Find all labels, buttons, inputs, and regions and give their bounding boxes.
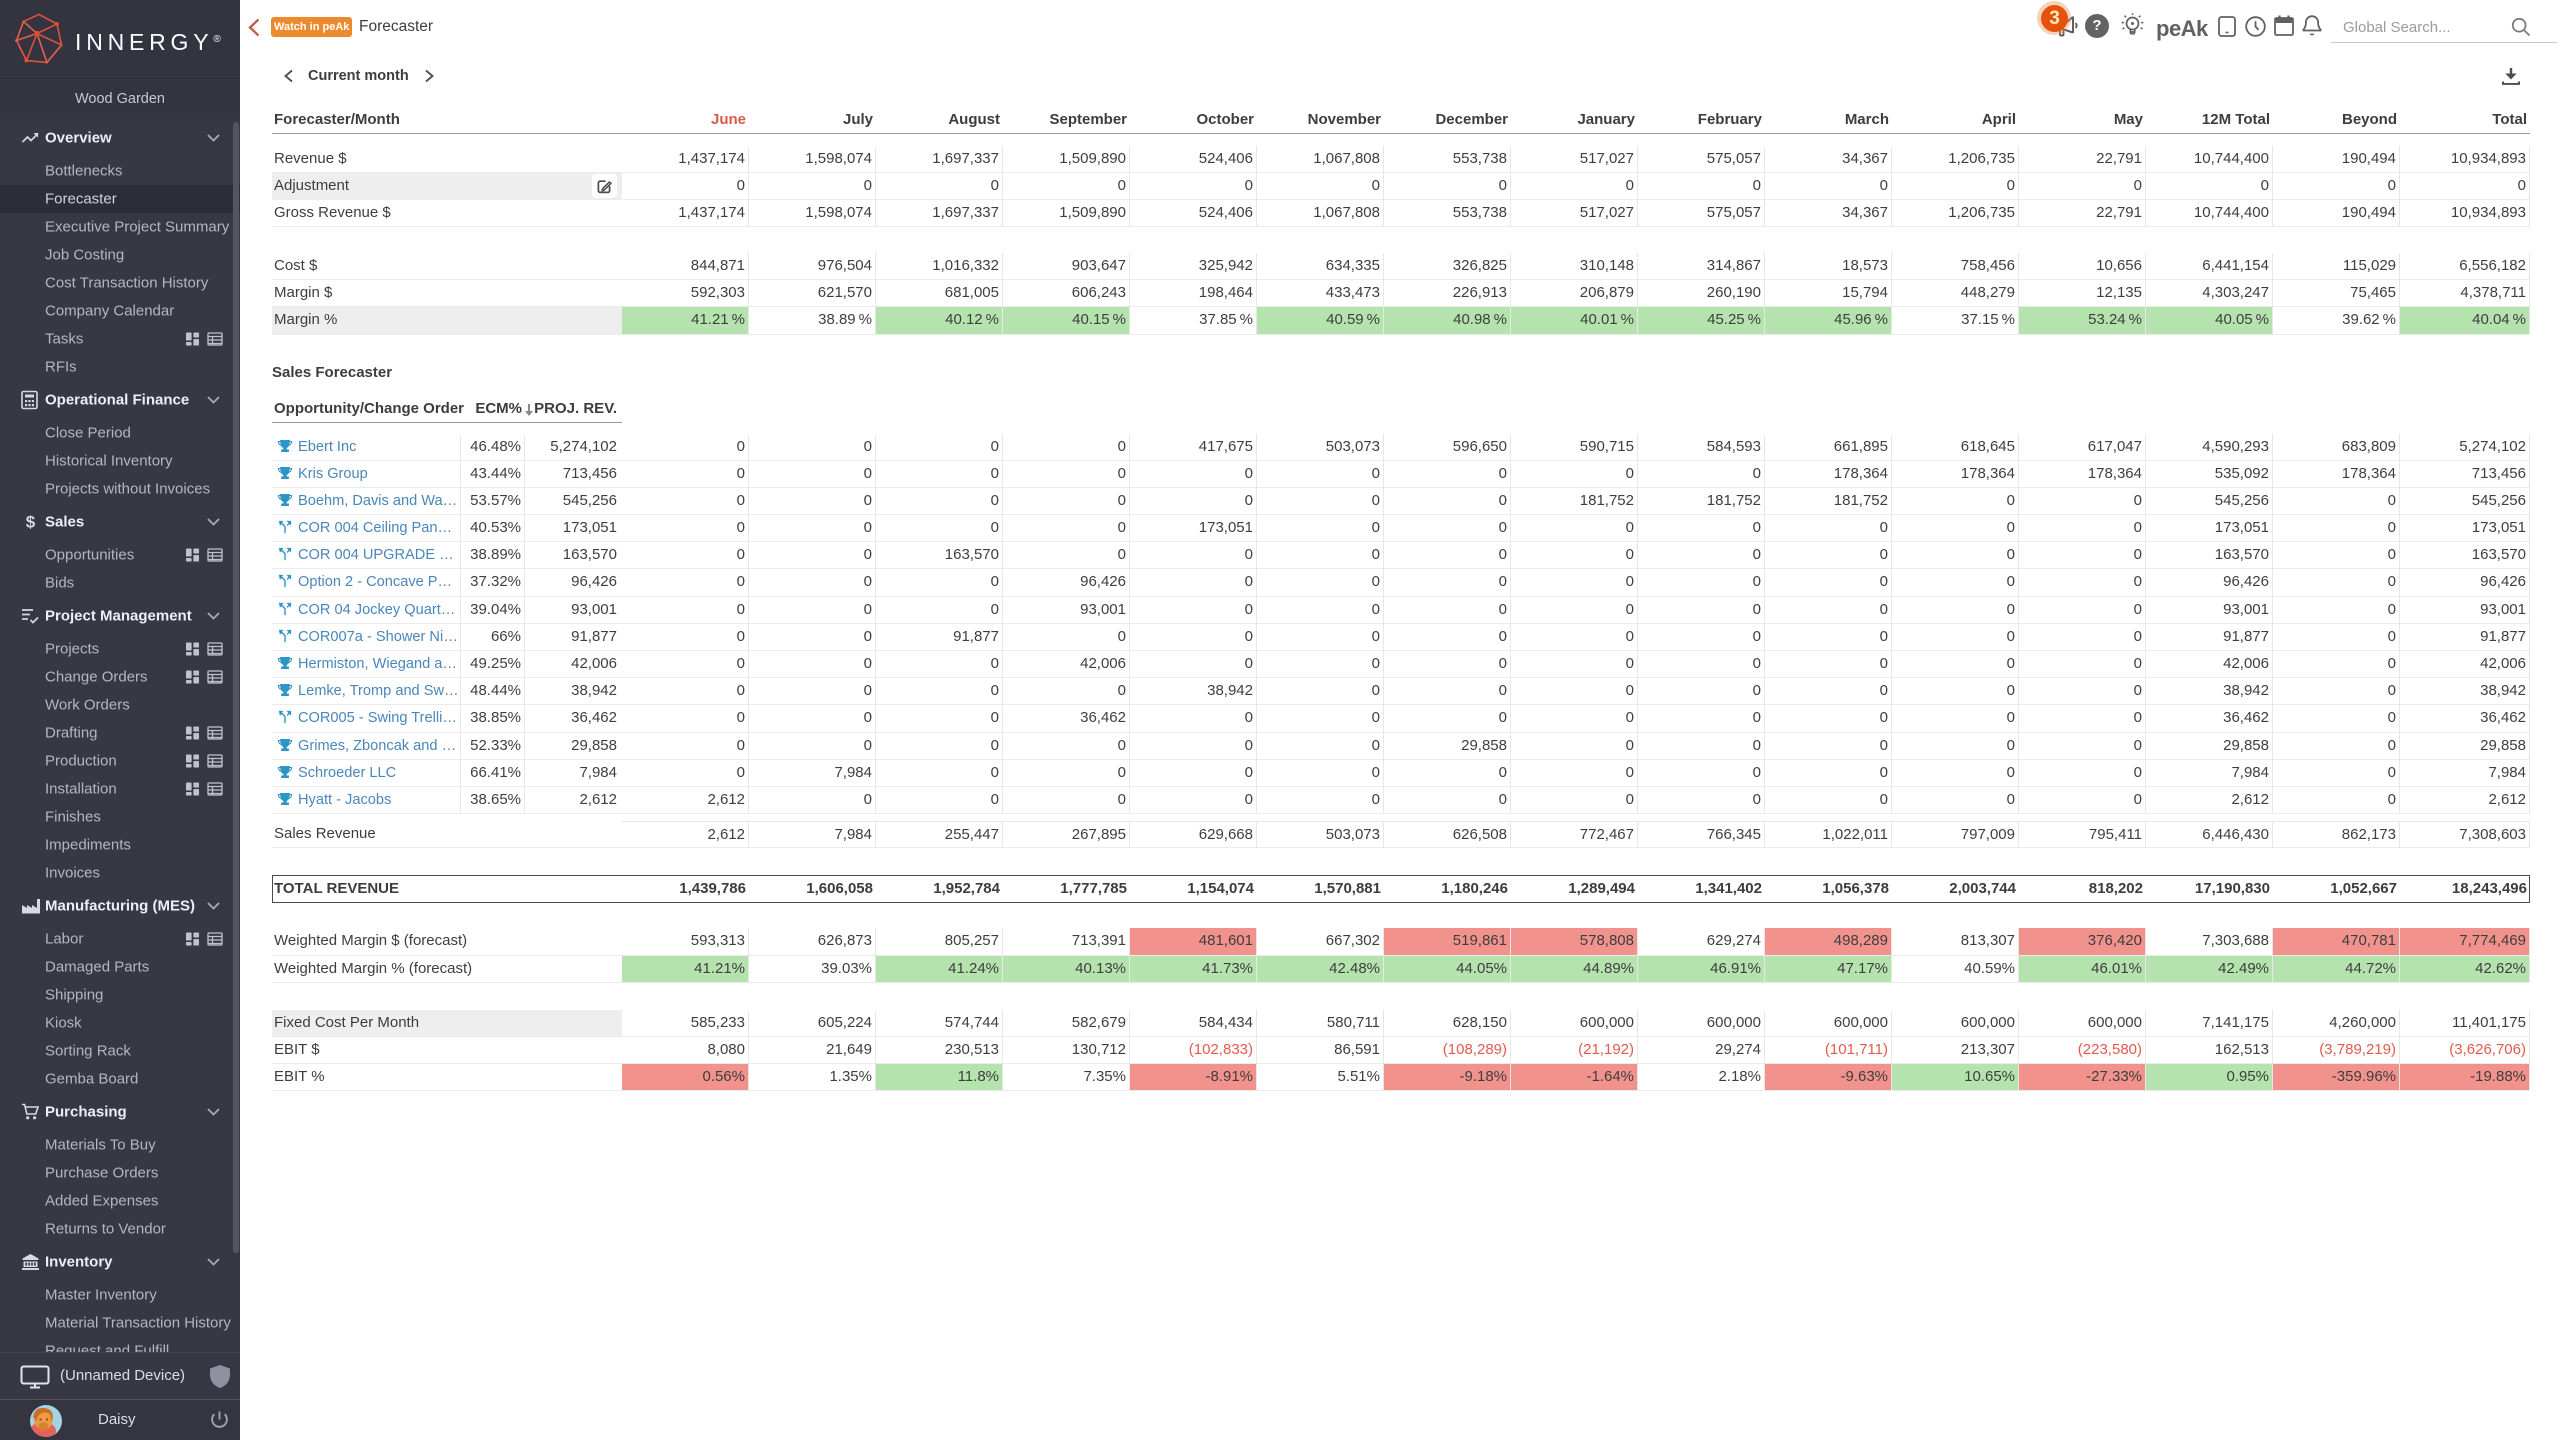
svg-text:$: $ [26,513,36,532]
